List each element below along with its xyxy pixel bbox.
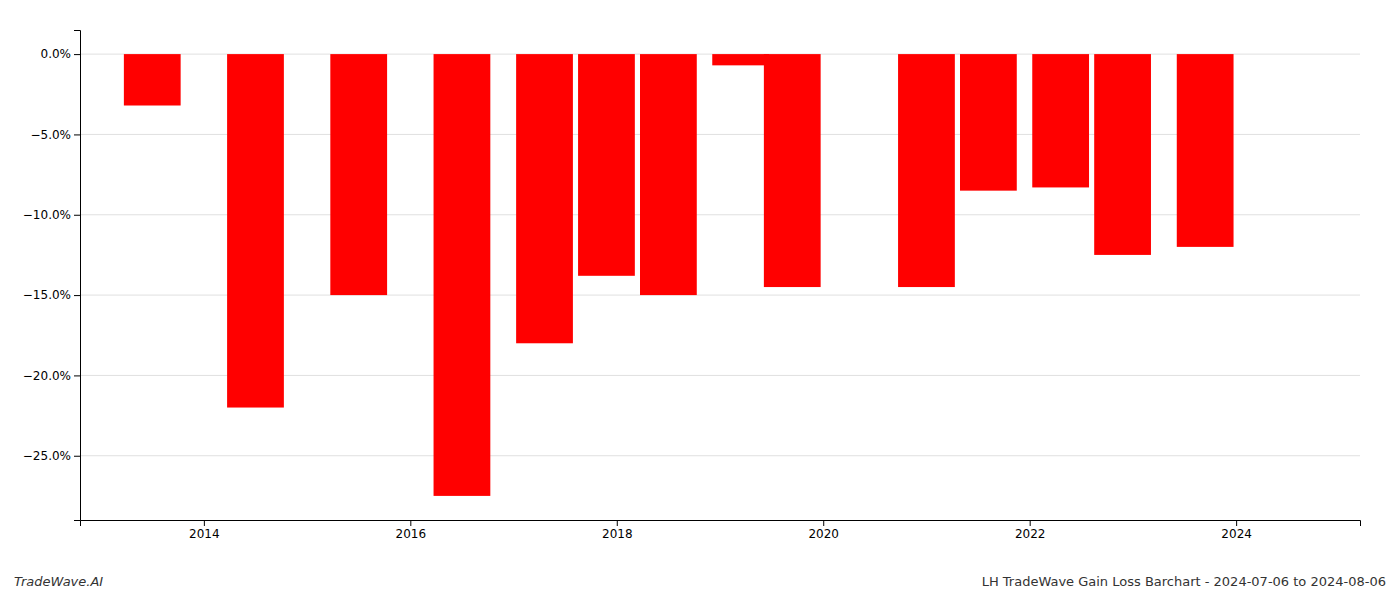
bar: [898, 54, 955, 287]
y-tick: −20.0%: [23, 369, 80, 383]
x-tick-label: 2016: [396, 527, 427, 541]
x-tick: 2014: [189, 520, 220, 541]
x-tick-label: 2022: [1015, 527, 1046, 541]
x-axis-line: [81, 521, 1361, 527]
chart: 2014 2016 2018 2020 2022 2024 0.0% −5.0% −10.0% −…: [0, 0, 1400, 600]
y-tick: −5.0%: [30, 128, 80, 142]
footer-text: TradeWave.AI: [14, 574, 103, 589]
grid: [80, 54, 1360, 456]
bar: [124, 54, 181, 105]
x-tick-label: 2020: [808, 527, 839, 541]
y-tick: −10.0%: [23, 208, 80, 222]
y-tick-mark: [74, 375, 80, 376]
y-tick: 0.0%: [41, 47, 81, 61]
bar: [1177, 54, 1234, 247]
bar: [712, 54, 769, 65]
y-tick: −15.0%: [23, 288, 80, 302]
x-tick: 2022: [1015, 520, 1046, 541]
bar: [434, 54, 491, 496]
x-tick: 2020: [808, 520, 839, 541]
x-tick-mark: [204, 520, 205, 526]
x-tick-label: 2014: [189, 527, 220, 541]
y-tick-label: −10.0%: [23, 208, 71, 222]
bar: [960, 54, 1017, 191]
y-tick-mark: [74, 456, 80, 457]
x-axis: 2014 2016 2018 2020 2022 2024: [81, 520, 1361, 541]
y-tick-label: 0.0%: [41, 47, 72, 61]
y-tick-mark: [74, 215, 80, 216]
x-tick: 2018: [602, 520, 633, 541]
y-tick-mark: [74, 134, 80, 135]
bars: [124, 54, 1234, 496]
x-tick-mark: [617, 520, 618, 526]
y-tick-mark: [74, 295, 80, 296]
x-tick-mark: [1030, 520, 1031, 526]
x-tick: 2016: [396, 520, 427, 541]
bar: [1094, 54, 1151, 255]
bar: [330, 54, 387, 295]
x-tick-mark: [1236, 520, 1237, 526]
grid-line: [80, 455, 1360, 456]
y-axis-line: [74, 31, 81, 521]
x-tick-mark: [823, 520, 824, 526]
y-tick-label: −5.0%: [30, 128, 71, 142]
x-tick-mark: [410, 520, 411, 526]
y-tick: −25.0%: [23, 449, 80, 463]
x-tick-label: 2024: [1221, 527, 1252, 541]
y-tick-label: −20.0%: [23, 369, 71, 383]
y-axis: 0.0% −5.0% −10.0% −15.0% −20.0% −25.0%: [23, 31, 81, 521]
y-tick-label: −25.0%: [23, 449, 71, 463]
bar: [764, 54, 821, 287]
bar: [227, 54, 284, 407]
footer-text: LH TradeWave Gain Loss Barchart - 2024-0…: [982, 574, 1386, 589]
x-tick: 2024: [1221, 520, 1252, 541]
x-tick-label: 2018: [602, 527, 633, 541]
bar: [640, 54, 697, 295]
y-tick-mark: [74, 54, 80, 55]
bar: [578, 54, 635, 276]
bar: [516, 54, 573, 343]
y-tick-label: −15.0%: [23, 288, 71, 302]
bar: [1032, 54, 1089, 187]
plot: 2014 2016 2018 2020 2022 2024 0.0% −5.0% −10.0% −…: [23, 31, 1361, 541]
